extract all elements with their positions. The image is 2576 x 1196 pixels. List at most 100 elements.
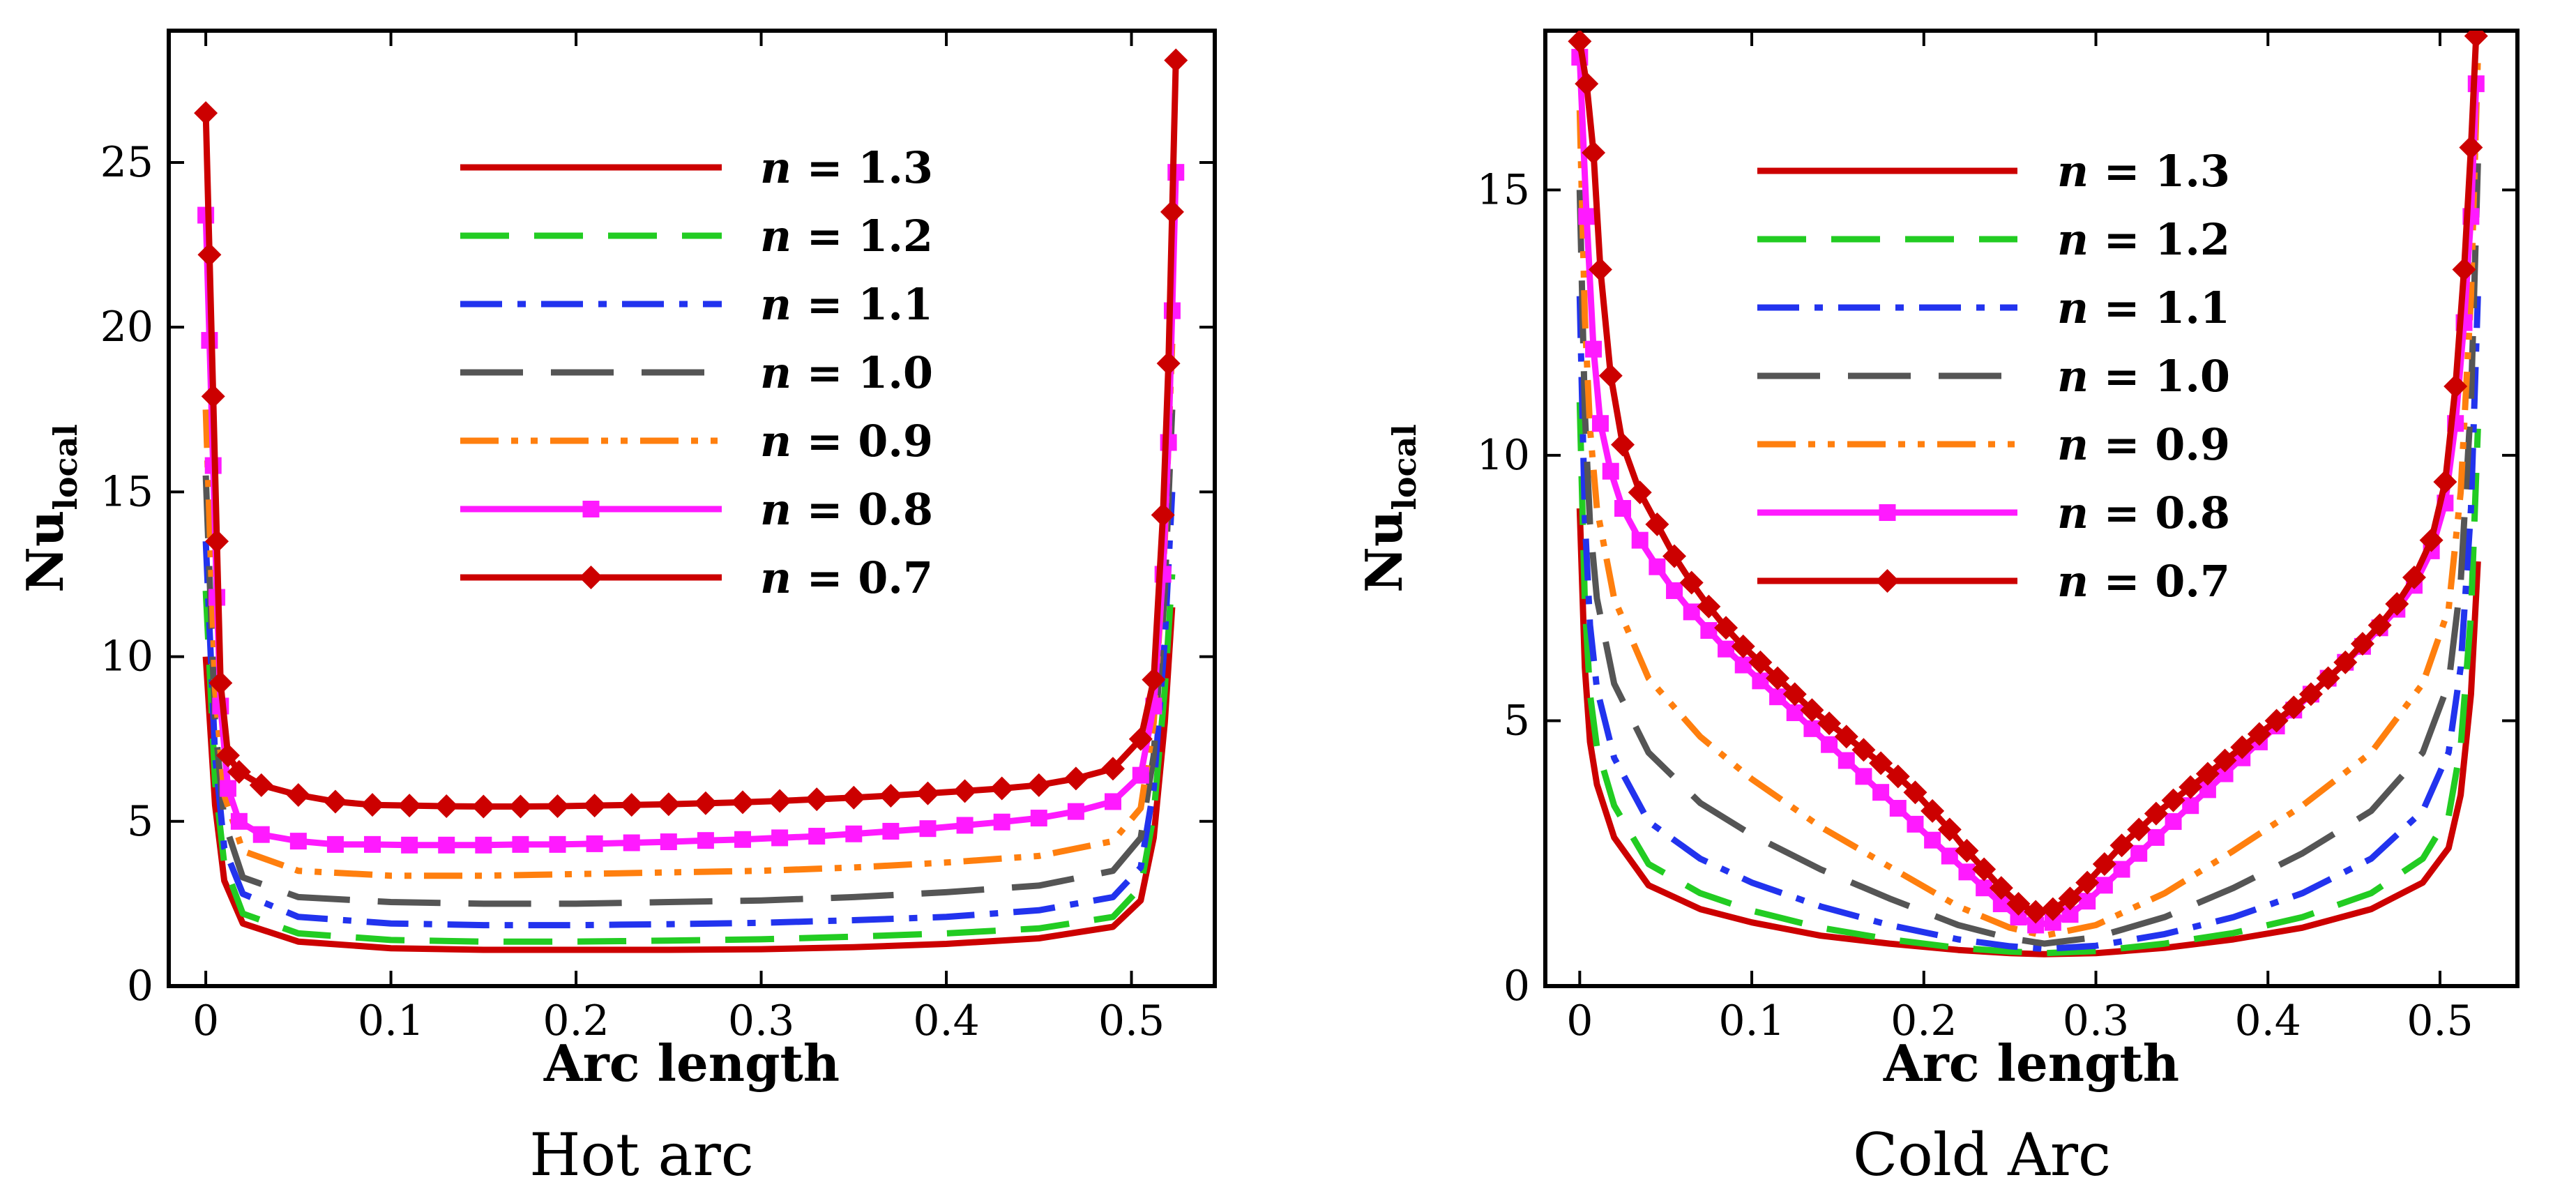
data-point (289, 833, 307, 850)
data-point (656, 792, 681, 817)
data-point (805, 787, 829, 812)
data-point (1030, 810, 1047, 827)
legend-label: n = 0.9 (2057, 419, 2230, 470)
cold-arc-panel: 0 0.1 0.2 0.3 0.4 0.5 0 5 10 15 Arc length Nulocal C… (1354, 29, 2520, 1189)
plot-area (1568, 31, 2488, 957)
data-point (323, 789, 347, 814)
legend-label: n = 1.2 (2057, 214, 2230, 265)
data-point (2316, 666, 2340, 690)
data-point (2092, 851, 2116, 876)
data-point (1683, 603, 1700, 621)
data-point (1718, 640, 1735, 658)
data-point (731, 790, 755, 815)
data-point (660, 833, 677, 851)
data-point (545, 794, 570, 819)
data-point (475, 836, 492, 854)
legend-label: n = 0.8 (760, 484, 933, 535)
series-line (1576, 296, 2481, 953)
y-axis-label: Nulocal (1354, 424, 1423, 593)
data-point (1941, 847, 1958, 865)
data-point (2385, 592, 2409, 616)
data-point (1645, 512, 1669, 536)
series-line (202, 607, 1176, 953)
data-point (1872, 784, 1890, 801)
x-tick-label: 0.4 (2235, 997, 2301, 1045)
data-point (361, 793, 385, 817)
series-line (202, 409, 1176, 907)
data-point (2298, 682, 2323, 706)
data-point (956, 817, 973, 834)
data-point (1142, 667, 1166, 692)
legend-marker (1879, 504, 1896, 521)
y-tick-label: 15 (100, 467, 153, 516)
data-point (919, 820, 937, 838)
data-point (197, 243, 222, 267)
data-point (1666, 582, 1683, 599)
legend-marker (582, 501, 600, 517)
data-point (252, 826, 270, 843)
data-point (734, 831, 752, 848)
legend-label: n = 1.1 (2057, 282, 2230, 333)
data-point (2247, 722, 2271, 746)
data-point (2452, 257, 2476, 282)
data-point (471, 794, 496, 819)
data-point (2079, 893, 2096, 910)
data-point (2282, 695, 2306, 720)
data-point (512, 835, 529, 853)
data-point (2333, 650, 2358, 674)
data-point (1834, 725, 1858, 749)
y-tick-label: 25 (100, 138, 153, 187)
data-point (771, 829, 789, 847)
plot-frame (167, 29, 1217, 988)
series-line (1576, 508, 2481, 957)
y-tick-label: 10 (100, 633, 153, 681)
legend: n = 1.3 n = 1.2 n = 1.1 n = 1.0 n = 0.9 n = 0… (1757, 146, 2230, 607)
data-point (2040, 897, 2065, 921)
series-line (1576, 36, 2480, 915)
series-line (1576, 56, 2481, 939)
data-point (993, 813, 1010, 831)
data-point (1817, 711, 1842, 736)
data-point (1697, 594, 1721, 619)
data-point (953, 779, 977, 803)
data-point (1063, 766, 1088, 791)
legend-label: n = 1.1 (760, 279, 933, 330)
x-tick-label: 0.4 (913, 997, 979, 1045)
data-point (1582, 141, 1606, 165)
legend-label: n = 0.7 (760, 552, 933, 603)
data-point (1782, 682, 1807, 706)
data-point (201, 384, 225, 409)
data-point (2006, 892, 2031, 916)
data-point (1585, 340, 1603, 358)
data-point (1786, 704, 1803, 722)
x-tick-label: 0.1 (358, 997, 424, 1045)
y-tick-label: 0 (1503, 962, 1530, 1010)
data-point (2161, 788, 2185, 812)
data-point (1160, 199, 1184, 224)
data-point (397, 794, 422, 818)
data-point (693, 791, 718, 815)
data-point (205, 529, 229, 554)
data-point (1855, 768, 1872, 785)
data-point (1128, 727, 1153, 751)
data-point (1026, 773, 1051, 797)
legend-label: n = 0.8 (2057, 487, 2230, 538)
data-point (1614, 500, 1632, 517)
data-point (326, 835, 344, 853)
plot-frame (1543, 29, 2520, 988)
data-point (1748, 650, 1773, 674)
data-point (194, 101, 218, 126)
data-point (1164, 48, 1188, 73)
data-point (286, 783, 310, 807)
data-point (249, 773, 273, 797)
legend-label: n = 0.9 (760, 416, 933, 467)
data-point (1838, 752, 1855, 769)
data-point (1588, 257, 1612, 282)
data-point (990, 776, 1014, 801)
data-point (1924, 831, 1941, 849)
x-tick-label: 0.3 (2063, 997, 2129, 1045)
data-point (882, 822, 900, 840)
hot-arc-panel: 0 0.1 0.2 0.3 0.4 0.5 0 5 10 15 20 25 Arc length Nulo… (15, 29, 1217, 1189)
data-point (808, 828, 826, 845)
data-point (1886, 764, 1910, 789)
